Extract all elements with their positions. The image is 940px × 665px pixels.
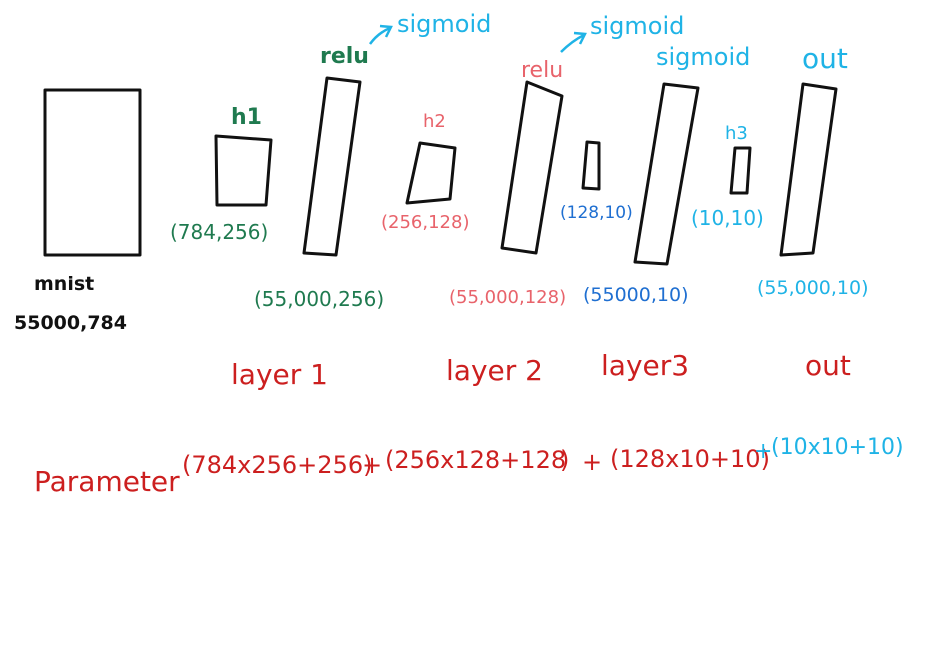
parameter-label: Parameter — [34, 465, 180, 498]
input-label: mnist — [34, 273, 95, 295]
h1-shape: (784,256) — [170, 220, 269, 244]
h3-weight-block — [729, 146, 752, 195]
layer2-activation-label: relu — [521, 58, 564, 83]
layer3-activation-shape: (55000,10) — [583, 284, 689, 306]
layer3-activation-block — [633, 82, 700, 266]
h1-label: h1 — [231, 105, 262, 130]
layer1-activation-block — [302, 76, 362, 257]
layer2-sigmoid-note: sigmoid — [590, 12, 685, 40]
h3-label: h3 — [725, 123, 748, 144]
h1-weight-block — [214, 134, 273, 207]
layer3-activation-label: sigmoid — [656, 43, 751, 71]
parameter-plus-3: + — [754, 439, 773, 464]
layer1-sigmoid-note: sigmoid — [397, 10, 492, 38]
sigmoid-arrow-1-head — [379, 24, 393, 38]
sigmoid-arrow-1 — [368, 26, 391, 45]
layer1-activation-label: relu — [320, 44, 369, 69]
parameter-term-2: (256x128+128 — [385, 446, 567, 474]
layer1-activation-shape: (55,000,256) — [254, 287, 385, 311]
parameter-plus-1: + — [362, 451, 383, 479]
parameter-term-1: (784x256+256) — [182, 451, 373, 479]
input-shape: 55000,784 — [14, 312, 127, 334]
layer-1-label: layer 1 — [231, 358, 328, 391]
output-block — [779, 82, 838, 257]
h2-weight-block — [405, 141, 457, 205]
sigmoid-arrow-2 — [560, 33, 585, 53]
layer2-activation-shape: (55,000,128) — [449, 287, 567, 308]
output-label: out — [802, 42, 848, 75]
layer2-activation-block — [500, 80, 564, 255]
parameter-plus-2: + — [582, 448, 603, 476]
parameter-term-4: (10x10+10) — [771, 435, 904, 460]
out-layer-label: out — [805, 349, 851, 382]
input-block — [43, 88, 142, 257]
h2-label: h2 — [423, 111, 446, 132]
output-shape: (55,000,10) — [757, 277, 869, 299]
parameter-close-2: ) — [560, 446, 570, 474]
layer-2-label: layer 2 — [446, 354, 543, 387]
b3-shape: (128,10) — [560, 203, 633, 223]
h2-shape: (256,128) — [381, 212, 470, 233]
b3-weight-block — [581, 140, 601, 191]
layer-3-label: layer3 — [601, 349, 690, 382]
parameter-term-3: (128x10+10) — [610, 445, 770, 473]
sigmoid-arrow-2-head — [573, 31, 587, 45]
h3-shape: (10,10) — [691, 206, 764, 230]
